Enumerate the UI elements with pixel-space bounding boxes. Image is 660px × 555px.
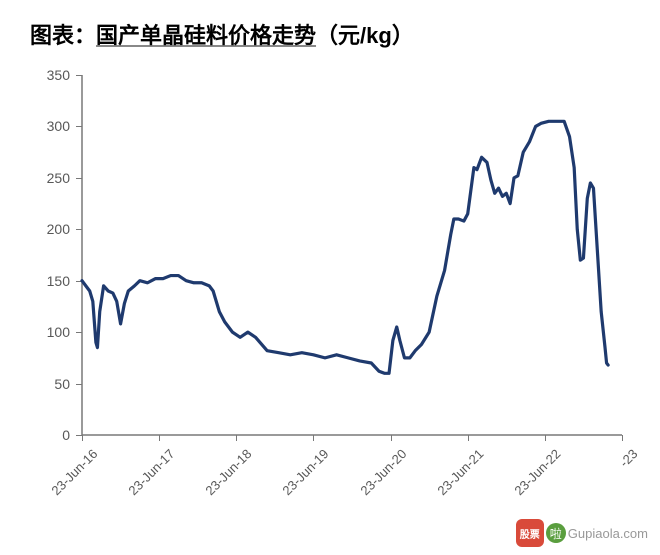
chart-area: 050100150200250300350 23-Jun-1623-Jun-17…	[30, 75, 630, 515]
title-prefix: 图表：	[30, 23, 96, 48]
x-tick-label: 23-Jun-18	[202, 446, 255, 499]
y-tick-label: 100	[47, 324, 70, 340]
y-tick-label: 250	[47, 170, 70, 186]
y-tick-label: 0	[62, 427, 70, 443]
price-line	[82, 121, 608, 373]
title-main: 国产单晶硅料价格走势	[96, 23, 316, 48]
y-tick-label: 200	[47, 221, 70, 237]
x-tick-label: 23-Jun-20	[356, 446, 409, 499]
y-tick-label: 50	[54, 376, 70, 392]
title-unit: （元/kg）	[316, 23, 414, 48]
watermark-la-icon: 啦	[546, 523, 566, 543]
y-tick-label: 350	[47, 67, 70, 83]
watermark-logo: 股票	[516, 519, 544, 547]
x-tick-label: 23-Jun-22	[510, 446, 563, 499]
x-tick-label: 23-Jun-21	[433, 446, 486, 499]
x-tick-label: 23-Jun-17	[125, 446, 178, 499]
y-tick-label: 150	[47, 273, 70, 289]
y-tick-label: 300	[47, 118, 70, 134]
x-tick-label: 23-Jun-19	[279, 446, 332, 499]
x-tick	[622, 435, 623, 441]
x-tick-label: -23	[587, 446, 640, 499]
watermark: 股票 啦 Gupiaola.com	[516, 519, 648, 547]
x-tick-label: 23-Jun-16	[47, 446, 100, 499]
line-chart	[82, 75, 622, 437]
chart-title: 图表：国产单晶硅料价格走势（元/kg）	[30, 18, 414, 50]
watermark-url: Gupiaola.com	[568, 526, 648, 541]
